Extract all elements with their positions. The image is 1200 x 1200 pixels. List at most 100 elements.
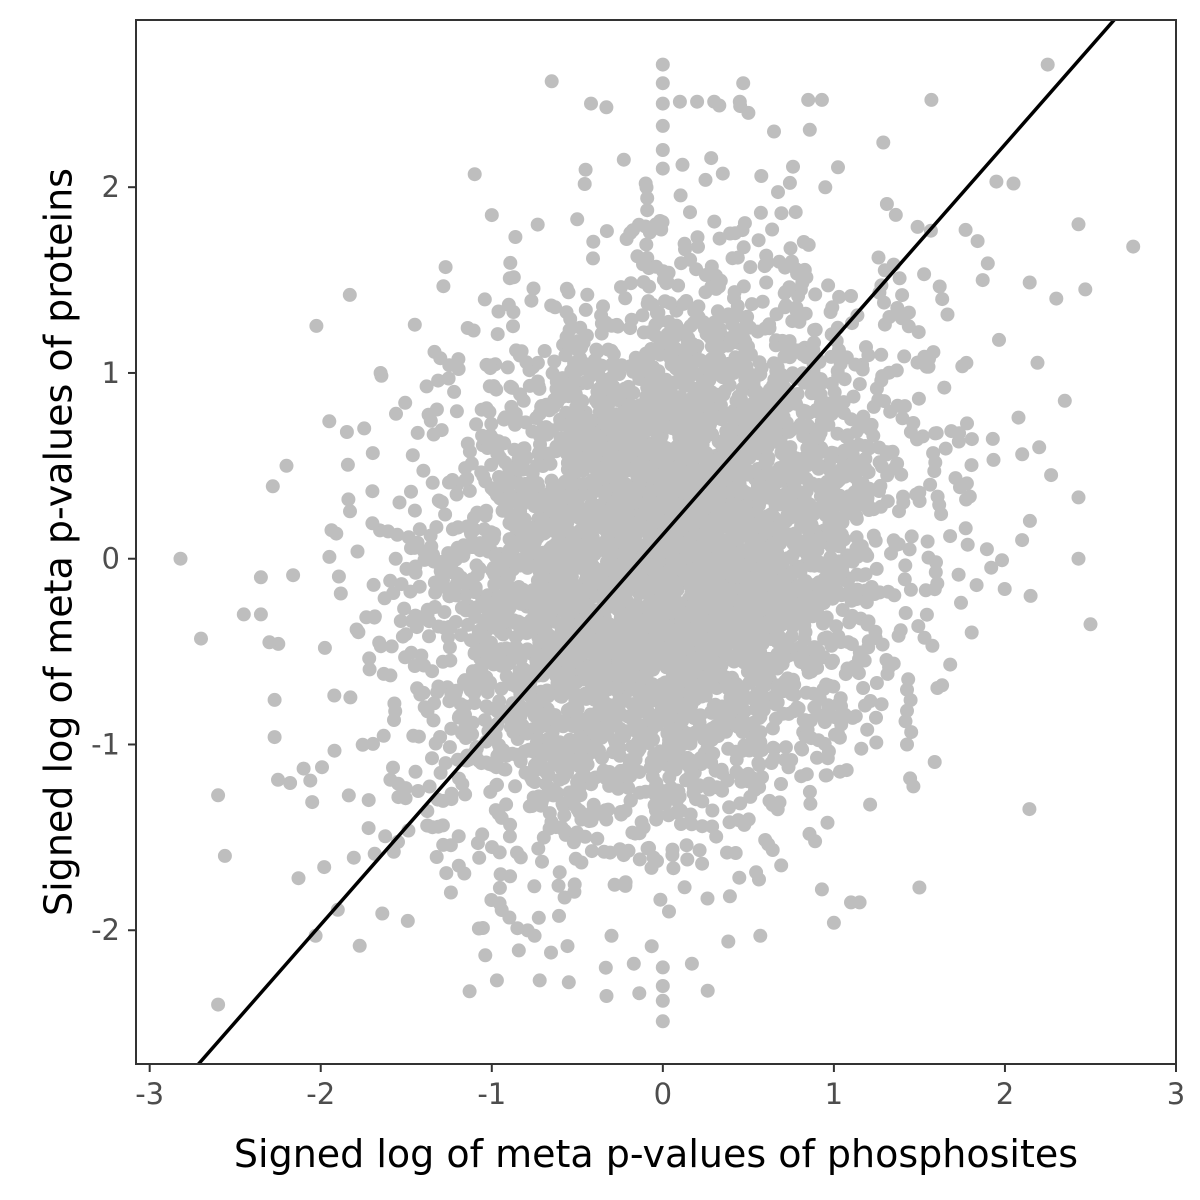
- data-point: [458, 588, 473, 602]
- data-point: [749, 865, 764, 880]
- data-point: [774, 858, 789, 873]
- data-point: [737, 216, 752, 231]
- data-point: [902, 542, 917, 557]
- data-point: [211, 997, 226, 1012]
- data-point: [1022, 275, 1037, 290]
- data-point: [776, 530, 791, 545]
- data-point: [453, 697, 468, 712]
- data-point: [784, 629, 799, 644]
- data-point: [616, 152, 631, 167]
- data-point: [671, 360, 686, 375]
- data-point: [468, 582, 483, 597]
- data-point: [817, 736, 832, 751]
- data-point: [888, 537, 903, 552]
- data-point: [408, 764, 423, 779]
- data-point: [802, 784, 817, 799]
- data-point: [721, 934, 736, 949]
- data-point: [378, 829, 393, 844]
- data-point: [420, 818, 435, 833]
- data-point: [451, 362, 466, 376]
- data-point: [801, 237, 816, 252]
- data-point: [423, 413, 438, 428]
- data-point: [355, 737, 370, 752]
- data-point: [670, 733, 685, 748]
- data-point: [605, 415, 620, 430]
- data-point: [661, 265, 676, 280]
- data-point: [932, 279, 947, 294]
- data-point: [567, 877, 582, 892]
- data-point: [960, 537, 975, 552]
- data-point: [581, 629, 596, 644]
- data-point: [609, 317, 624, 332]
- data-point: [898, 558, 913, 573]
- data-point: [743, 260, 758, 275]
- data-point: [1011, 410, 1026, 425]
- data-point: [422, 614, 437, 629]
- data-point: [794, 740, 808, 755]
- data-point: [559, 305, 574, 320]
- data-point: [678, 635, 693, 650]
- data-point: [476, 469, 491, 484]
- data-point: [286, 568, 301, 583]
- data-point: [698, 268, 713, 282]
- data-point: [704, 705, 719, 720]
- data-point: [810, 707, 825, 722]
- data-point: [650, 679, 665, 694]
- data-point: [410, 425, 425, 440]
- data-point: [619, 477, 633, 492]
- data-point: [986, 452, 1001, 467]
- data-point: [746, 715, 761, 730]
- data-point: [927, 582, 942, 597]
- data-point: [596, 299, 610, 314]
- data-point: [541, 689, 556, 704]
- data-point: [372, 635, 387, 650]
- data-point: [635, 572, 650, 587]
- data-point: [537, 570, 551, 585]
- data-point: [317, 640, 332, 655]
- data-point: [584, 806, 599, 821]
- data-point: [778, 740, 793, 755]
- data-point: [327, 743, 342, 758]
- data-point: [807, 323, 822, 338]
- data-point: [703, 497, 717, 512]
- data-point: [494, 810, 509, 825]
- data-point: [762, 490, 777, 505]
- data-point: [895, 411, 910, 426]
- data-point: [850, 582, 865, 597]
- data-point: [635, 454, 650, 469]
- data-point: [629, 637, 644, 652]
- data-point: [796, 713, 811, 728]
- data-point: [465, 572, 480, 587]
- data-point: [674, 817, 688, 831]
- data-point: [517, 441, 532, 456]
- data-point: [755, 625, 770, 640]
- data-point: [733, 796, 748, 811]
- data-point: [523, 619, 538, 634]
- data-point: [443, 885, 458, 900]
- data-point: [704, 151, 719, 166]
- data-point: [622, 524, 637, 539]
- data-point: [614, 358, 629, 373]
- data-point: [822, 494, 837, 509]
- data-point: [757, 259, 772, 274]
- data-point: [741, 766, 756, 781]
- data-point: [451, 352, 466, 367]
- data-point: [572, 780, 587, 795]
- data-point: [634, 427, 649, 442]
- data-point: [493, 491, 507, 506]
- data-point: [673, 803, 688, 818]
- data-point: [503, 255, 518, 270]
- data-point: [441, 630, 455, 645]
- data-point: [386, 760, 400, 775]
- data-point: [676, 296, 691, 311]
- data-point: [683, 205, 697, 220]
- data-point: [527, 879, 542, 894]
- data-point: [431, 493, 446, 508]
- data-point: [388, 551, 403, 566]
- data-point: [794, 518, 809, 533]
- data-point: [350, 544, 365, 559]
- data-point: [782, 424, 796, 439]
- data-point: [570, 701, 585, 716]
- data-point: [985, 431, 1000, 446]
- data-point: [875, 369, 890, 384]
